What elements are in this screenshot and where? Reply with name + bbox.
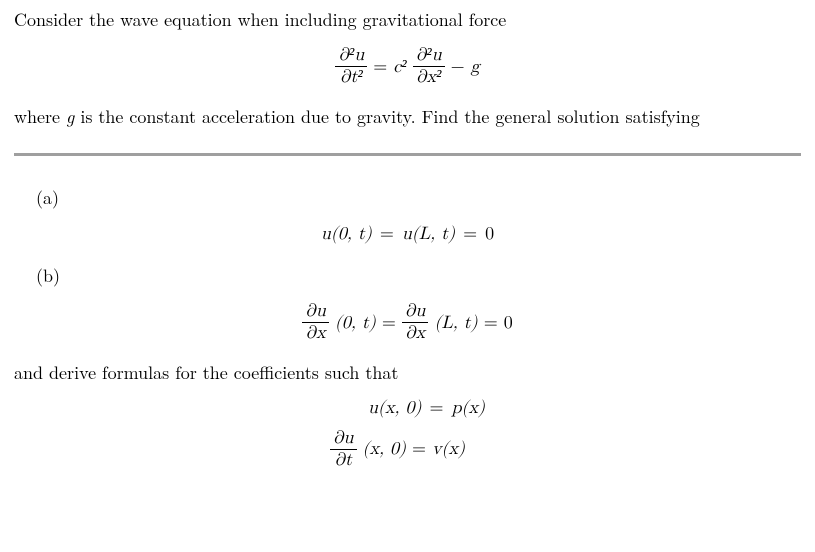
p-x: p(x) <box>451 396 485 420</box>
frac-num: ∂u <box>330 429 357 450</box>
bc-a-equation: u(0, t) = u(L, t) = 0 <box>14 221 801 246</box>
where-pre: where <box>14 104 66 129</box>
frac-num: ∂²u <box>335 46 367 67</box>
frac-num: ∂u <box>302 302 329 323</box>
equals-sign: = <box>382 311 396 335</box>
du-dx-fraction: ∂u ∂x <box>302 302 329 343</box>
d2u-dt2-fraction: ∂²u ∂t² <box>335 46 367 87</box>
equals-sign: = <box>484 311 498 335</box>
minus-sign: − <box>451 55 465 79</box>
zero: 0 <box>485 222 494 246</box>
c-squared: c² <box>393 55 406 79</box>
frac-num: ∂²u <box>413 46 445 67</box>
equals-sign: = <box>380 222 394 246</box>
where-post: is the constant acceleration due to grav… <box>74 104 699 129</box>
u-0-t: u(0, t) <box>321 222 372 246</box>
frac-den: ∂t² <box>337 67 366 87</box>
intro-text: Consider the wave equation when includin… <box>14 8 801 32</box>
d2u-dx2-fraction: ∂²u ∂x² <box>413 46 445 87</box>
du-dt-fraction: ∂u ∂t <box>330 429 357 470</box>
part-b-label: (b) <box>36 264 801 288</box>
frac-den: ∂x <box>303 323 329 343</box>
initial-conditions: u(x, 0) = p(x) ∂u ∂t (x, 0) = v(x) <box>14 395 801 469</box>
v-x: v(x) <box>432 437 465 461</box>
equals-sign: = <box>373 55 387 79</box>
part-a-label: (a) <box>36 186 801 210</box>
problem-page: Consider the wave equation when includin… <box>0 0 815 552</box>
equals-sign: = <box>412 437 426 461</box>
du-dx-fraction: ∂u ∂x <box>402 302 429 343</box>
u-x-0: u(x, 0) <box>368 396 422 420</box>
arg-L-t: (L, t) <box>434 311 477 335</box>
arg-0-t: (0, t) <box>335 311 376 335</box>
frac-den: ∂x² <box>413 67 444 87</box>
where-text: where g is the constant acceleration due… <box>14 105 801 129</box>
zero: 0 <box>504 311 513 335</box>
frac-den: ∂t <box>331 450 355 470</box>
frac-den: ∂x <box>402 323 428 343</box>
frac-num: ∂u <box>402 302 429 323</box>
section-divider <box>14 153 801 156</box>
wave-equation: ∂²u ∂t² = c² ∂²u ∂x² − g <box>14 42 801 87</box>
u-L-t: u(L, t) <box>402 222 455 246</box>
bc-b-equation: ∂u ∂x (0, t) = ∂u ∂x (L, t) = 0 <box>14 298 801 343</box>
equals-sign: = <box>429 396 443 420</box>
arg-x-0: (x, 0) <box>363 437 407 461</box>
g-term: g <box>471 55 480 79</box>
equals-sign: = <box>463 222 477 246</box>
closing-text: and derive formulas for the coefficients… <box>14 361 801 385</box>
